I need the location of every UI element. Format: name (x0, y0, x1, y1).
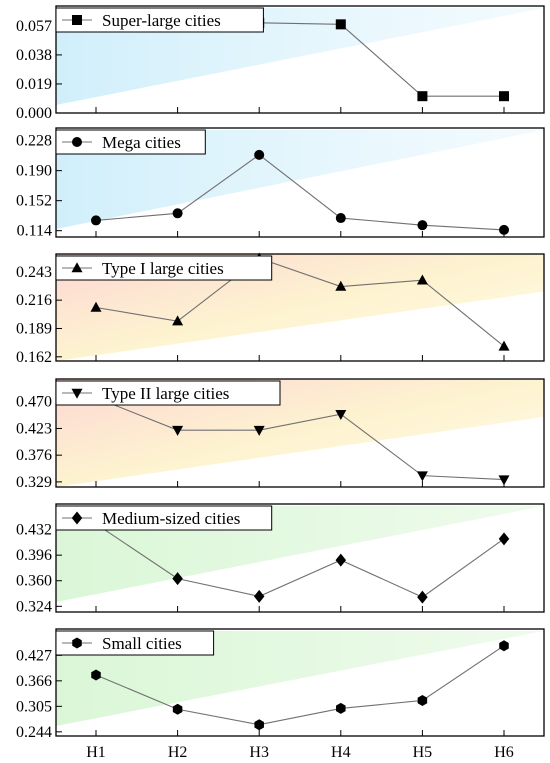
data-point (172, 208, 183, 219)
y-tick-label: 0.189 (16, 320, 52, 337)
data-point (498, 340, 510, 351)
y-tick-label: 0.376 (16, 447, 52, 464)
plot-frame (55, 628, 545, 737)
legend-label: Super-large cities (102, 11, 221, 30)
data-point (498, 475, 510, 486)
y-tick-label: 0.114 (17, 223, 52, 240)
legend-marker (71, 388, 83, 399)
y-tick-label: 0.228 (16, 133, 52, 150)
data-point (499, 91, 509, 102)
data-point (335, 409, 347, 420)
x-tick-label: H6 (494, 744, 514, 761)
y-tick-label: 0.019 (16, 76, 52, 93)
panel-4: 0.329 0.376 0.423 0.470 Type II large cities (16, 378, 545, 491)
y-tick-label: 0.152 (16, 193, 52, 210)
data-point (253, 425, 265, 436)
legend-marker (71, 511, 83, 525)
panel-2: 0.114 0.152 0.190 0.228 Mega cities (16, 127, 545, 240)
data-point (90, 301, 102, 312)
y-tick-label: 0.360 (16, 573, 52, 590)
plot-frame (55, 5, 545, 114)
data-point (335, 553, 347, 567)
data-point (172, 703, 183, 715)
data-point (91, 215, 101, 226)
x-tick-label: H2 (168, 744, 188, 761)
data-point (335, 19, 346, 30)
legend-box (55, 505, 273, 531)
background-tint (56, 130, 544, 229)
legend-marker (72, 15, 82, 25)
series-line (95, 154, 505, 231)
y-tick-label: 0.190 (16, 163, 52, 180)
y-tick-label: 0.038 (16, 47, 52, 64)
legend-label: Type I large cities (102, 259, 224, 278)
y-tick-label: 0.432 (16, 522, 52, 539)
panel-5: 0.324 0.360 0.396 0.432 Medium-sized cities (16, 503, 545, 615)
y-tick-label: 0.244 (16, 724, 52, 741)
legend-label: Small cities (102, 634, 182, 653)
y-tick-label: 0.162 (16, 349, 52, 366)
data-point (172, 572, 183, 586)
plot-frame (55, 127, 545, 238)
y-tick-label: 0.305 (16, 698, 52, 715)
data-point (499, 640, 509, 652)
y-tick-label: 0.423 (16, 420, 52, 437)
y-tick-label: 0.243 (16, 264, 52, 281)
panel-1: 0.000 0.019 0.038 0.057 Super-large cities (16, 5, 545, 122)
data-point (417, 220, 428, 231)
data-point (416, 471, 428, 482)
legend-marker (72, 637, 82, 649)
series-line (95, 523, 505, 598)
series-line (95, 257, 505, 347)
plot-frame (55, 503, 545, 613)
y-tick-label: 0.427 (16, 647, 52, 664)
data-point (91, 669, 101, 681)
background-tint (56, 379, 544, 487)
data-point (417, 590, 428, 604)
data-point (335, 280, 347, 291)
data-point (254, 719, 264, 731)
legend-label: Type II large cities (102, 384, 229, 403)
y-tick-label: 0.329 (16, 474, 52, 491)
legend-marker (72, 137, 82, 147)
y-tick-label: 0.396 (16, 547, 52, 564)
legend-label: Medium-sized cities (102, 509, 240, 528)
y-tick-label: 0.470 (16, 394, 52, 411)
plot-frame (55, 378, 545, 488)
panel-3: 0.162 0.189 0.216 0.243 Type I large cities (16, 252, 545, 366)
data-point (417, 694, 428, 706)
legend-box (55, 380, 281, 406)
data-point (336, 702, 346, 714)
y-tick-label: 0.366 (16, 673, 52, 690)
x-tick-label: H3 (249, 744, 269, 761)
y-tick-label: 0.057 (16, 18, 52, 35)
panel-6: 0.244 0.305 0.366 0.427 Small cities (16, 628, 545, 741)
data-point (417, 91, 428, 102)
data-point (498, 532, 510, 546)
legend-marker (71, 262, 83, 273)
data-point (416, 274, 428, 285)
y-tick-label: 0.324 (16, 598, 52, 615)
y-tick-label: 0.000 (16, 105, 52, 122)
legend-box (55, 129, 206, 155)
data-point (335, 213, 346, 224)
x-tick-label: H1 (86, 744, 106, 761)
plot-frame (55, 253, 545, 362)
data-point (253, 589, 265, 603)
x-tick-label: H5 (413, 744, 433, 761)
data-point (254, 149, 265, 160)
data-point (172, 315, 184, 326)
legend-label: Mega cities (102, 133, 181, 152)
data-point (172, 425, 184, 436)
series-line (95, 645, 505, 726)
x-tick-label: H4 (331, 744, 351, 761)
series-line (95, 397, 505, 481)
data-point (499, 224, 509, 235)
y-tick-label: 0.216 (16, 292, 52, 309)
